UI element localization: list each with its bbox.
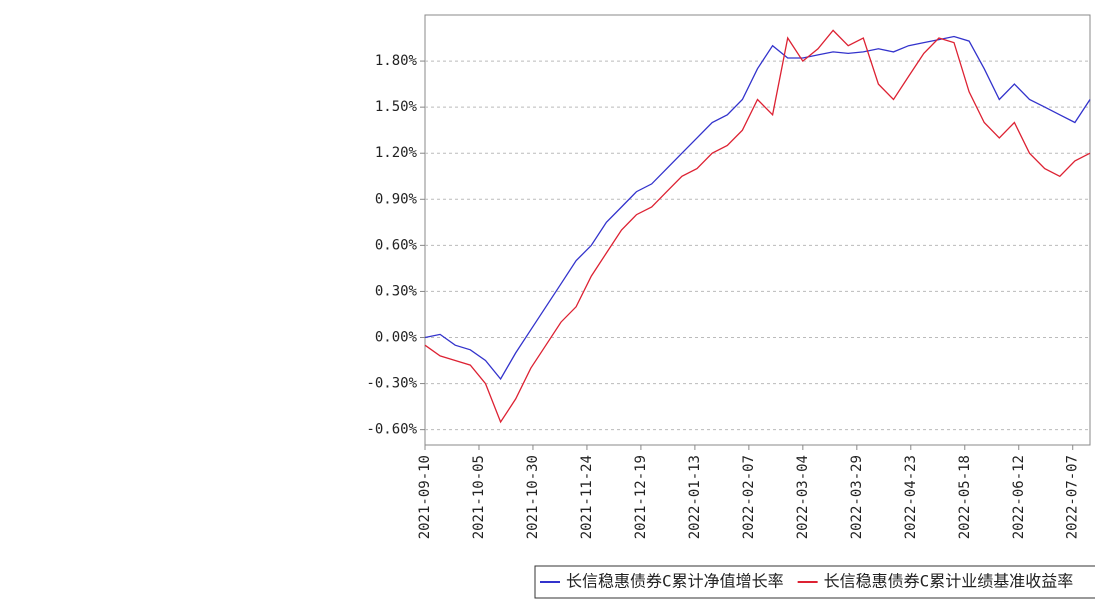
legend-label: 长信稳惠债券C累计业绩基准收益率 xyxy=(824,572,1074,591)
x-tick-label: 2021-12-19 xyxy=(633,455,649,539)
y-tick-label: 1.50% xyxy=(375,99,418,115)
y-tick-label: -0.30% xyxy=(366,376,417,392)
x-tick-label: 2022-02-07 xyxy=(741,455,757,539)
x-tick-label: 2022-04-23 xyxy=(903,455,919,539)
plot-frame xyxy=(424,14,1091,446)
legend-label: 长信稳惠债券C累计净值增长率 xyxy=(566,572,784,591)
x-tick-label: 2022-03-29 xyxy=(849,455,865,539)
x-tick-label: 2021-10-30 xyxy=(525,455,541,539)
x-tick-label: 2022-05-18 xyxy=(957,455,973,539)
y-tick-label: 0.30% xyxy=(375,283,418,299)
x-tick-label: 2022-06-12 xyxy=(1011,455,1027,539)
legend-box xyxy=(534,565,1095,599)
x-tick-label: 2022-03-04 xyxy=(795,455,811,539)
series-line xyxy=(424,35,1091,381)
y-tick-label: 1.20% xyxy=(375,145,418,161)
series-line xyxy=(424,29,1091,424)
y-tick-label: 0.60% xyxy=(375,237,418,253)
y-tick-label: 0.90% xyxy=(375,191,418,207)
x-tick-label: 2021-10-05 xyxy=(471,455,487,539)
x-tick-label: 2021-09-10 xyxy=(417,455,433,539)
x-tick-label: 2021-11-24 xyxy=(579,455,595,539)
y-tick-label: 1.80% xyxy=(375,53,418,69)
x-tick-label: 2022-01-13 xyxy=(687,455,703,539)
x-tick-label: 2022-07-07 xyxy=(1065,455,1081,539)
y-tick-label: 0.00% xyxy=(375,330,418,346)
y-tick-label: -0.60% xyxy=(366,422,417,438)
